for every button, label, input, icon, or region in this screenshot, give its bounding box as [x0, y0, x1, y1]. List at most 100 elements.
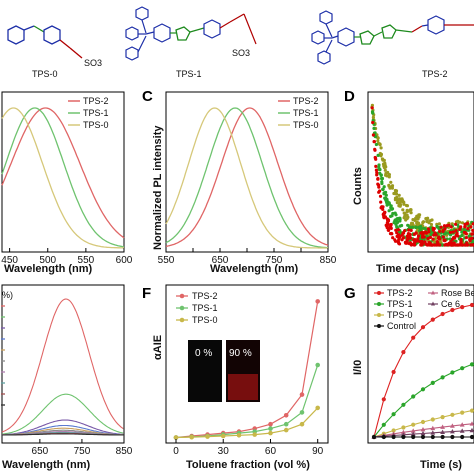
series-line-fraction-80: [1, 393, 124, 435]
legend-label: TPS-1: [387, 299, 413, 309]
decay-point: [383, 168, 387, 172]
panel-g-xlabel: Time (s): [420, 459, 462, 471]
decay-point: [409, 211, 413, 215]
decay-point: [380, 180, 384, 184]
x-tick-label: 650: [212, 255, 229, 266]
decay-point: [380, 205, 384, 209]
data-point: [189, 434, 194, 440]
decay-point: [465, 221, 469, 225]
decay-point: [383, 215, 387, 219]
legend-marker: [179, 317, 185, 323]
legend-label: Ce 6: [441, 299, 460, 309]
x-tick-label: 60: [265, 446, 277, 457]
legend-marker: [377, 313, 381, 317]
data-point: [299, 421, 305, 427]
panel-letter-c: C: [142, 88, 153, 105]
panel-b-xlabel: Wavelength (nm): [4, 263, 93, 275]
decay-point: [417, 225, 421, 229]
decay-point: [426, 236, 430, 241]
molecule-label-tps-0: TPS-0: [32, 69, 58, 79]
decay-point: [378, 194, 383, 198]
data-point: [411, 335, 416, 340]
legend-label: TPS-2: [192, 291, 218, 301]
data-point: [252, 432, 257, 437]
panel-f-alpha-aie: F αAIE 0 % 90 % 0 30 60 90 TPS-2TPS-1TPS-0 …: [142, 284, 329, 471]
sulfonate-label: SO3: [232, 48, 250, 58]
decay-point: [393, 238, 397, 242]
decay-point: [415, 220, 419, 224]
decay-point: [470, 232, 474, 236]
decay-point: [375, 171, 379, 175]
decay-point: [419, 226, 423, 230]
decay-point: [454, 220, 459, 224]
decay-point: [469, 225, 473, 229]
inset-label-0: 0 %: [195, 348, 212, 359]
molecule-tps-0: SO3 TPS-0: [7, 25, 102, 79]
decay-point: [377, 183, 381, 187]
decay-point: [373, 131, 377, 135]
data-point: [420, 430, 426, 436]
data-point: [460, 366, 465, 371]
data-point: [410, 428, 416, 433]
panel-f-ylabel: αAIE: [152, 335, 164, 360]
panel-g-frame: [367, 284, 474, 444]
data-point: [401, 402, 406, 407]
legend-marker: [377, 302, 381, 306]
decay-point: [410, 221, 414, 225]
decay-point: [384, 173, 388, 177]
decay-point: [414, 231, 418, 235]
decay-point: [374, 168, 378, 172]
data-point: [469, 421, 474, 426]
data-point: [430, 380, 435, 385]
data-point: [469, 408, 474, 413]
legend-label: Rose Be: [441, 288, 474, 298]
x-tick-label: 600: [116, 255, 133, 266]
data-point: [391, 434, 396, 440]
decay-point: [439, 241, 443, 245]
decay-point: [449, 243, 453, 247]
decay-point: [459, 237, 463, 242]
decay-point: [380, 157, 385, 161]
series-line-fraction-90: [1, 298, 124, 433]
decay-point: [459, 225, 463, 229]
x-tick-label: 650: [32, 446, 49, 457]
data-point: [459, 428, 465, 433]
decay-point: [438, 229, 442, 233]
data-point: [381, 434, 386, 440]
data-point: [440, 434, 445, 440]
decay-point: [383, 197, 388, 201]
decay-point: [471, 228, 474, 232]
decay-point: [461, 243, 465, 247]
decay-point: [396, 198, 400, 202]
data-point: [410, 431, 416, 436]
molecule-tps-2: TPS-2: [311, 10, 474, 79]
data-point: [440, 311, 445, 317]
decay-point: [422, 231, 426, 235]
decay-point: [372, 140, 376, 144]
decay-point: [390, 186, 394, 190]
data-point: [420, 325, 426, 330]
decay-point: [405, 204, 409, 208]
x-tick-label: 0: [173, 446, 179, 457]
decay-point: [381, 162, 386, 166]
data-point: [236, 433, 242, 438]
decay-point: [458, 227, 462, 231]
series-line-tps-0: [1, 107, 124, 249]
decay-point: [379, 146, 383, 150]
data-point: [268, 421, 273, 427]
data-point: [299, 392, 305, 397]
legend-label: TPS-0: [293, 120, 319, 130]
panel-c-xlabel: Wavelength (nm): [210, 263, 299, 275]
panel-e-pl-mixtures: %) 650 750 850 Wavelength (nm): [1, 284, 133, 471]
data-point: [381, 397, 386, 402]
decay-point: [417, 215, 421, 219]
panel-letter-d: D: [344, 88, 355, 105]
decay-point: [429, 222, 433, 227]
decay-point: [371, 111, 375, 115]
decay-point: [414, 225, 418, 229]
decay-point: [383, 210, 387, 214]
data-point: [391, 412, 396, 417]
decay-point: [394, 228, 398, 232]
legend-label: TPS-2: [293, 96, 319, 106]
